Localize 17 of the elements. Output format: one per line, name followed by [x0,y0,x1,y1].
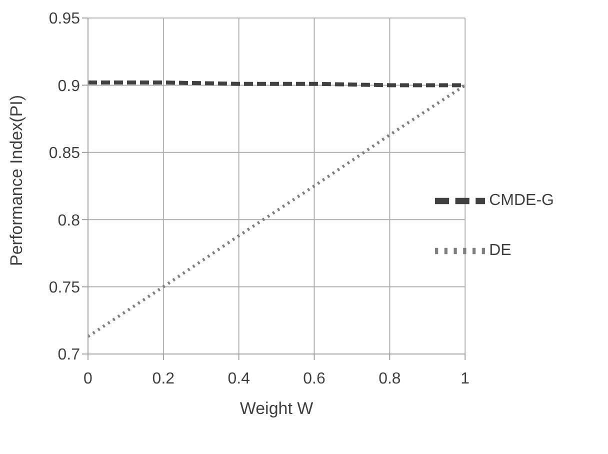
y-tick-label: 0.8 [58,212,80,230]
x-tick-label: 0.8 [378,370,401,388]
legend-label: DE [489,242,512,260]
y-tick-label: 0.75 [48,279,80,296]
x-tick-label: 0 [84,370,93,388]
line-series [88,84,466,338]
y-tick-label: 0.9 [58,78,80,95]
y-tick-label: 0.95 [48,10,80,28]
x-tick-label: 0.6 [303,370,326,388]
x-tick-label: 0.2 [152,370,175,388]
y-axis-title: Performance Index(PI) [7,94,26,266]
x-tick-label: 0.4 [228,370,250,388]
legend-label: CMDE-G [489,192,554,210]
y-tick-label: 0.7 [58,346,80,364]
y-tick-label: 0.85 [48,145,80,162]
x-axis-title: Weight W [240,399,314,418]
x-tick-label: 1 [460,370,470,388]
